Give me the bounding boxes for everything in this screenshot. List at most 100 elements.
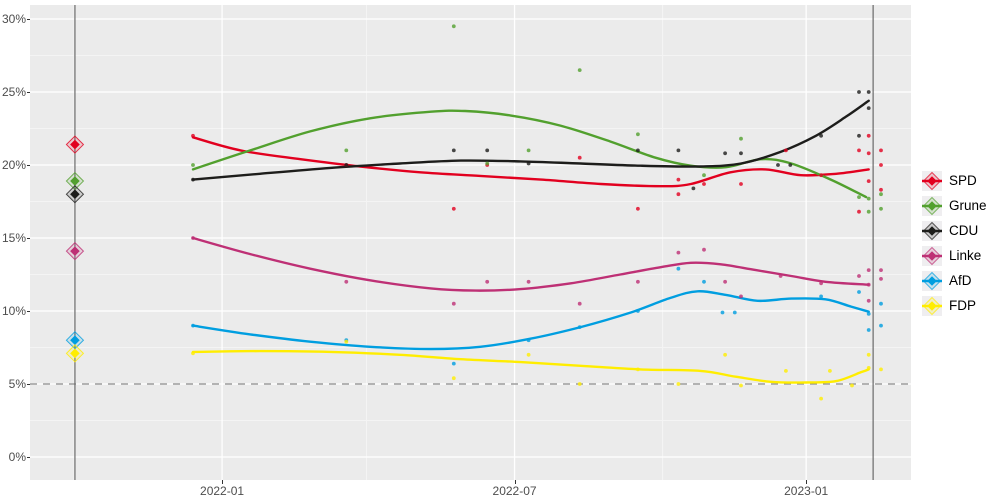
plot-panel	[30, 5, 911, 480]
poll-point-linke	[526, 279, 531, 284]
poll-point-afd	[879, 323, 883, 328]
trend-line-fdp	[191, 349, 870, 384]
legend-item-fdp: FDP	[922, 293, 987, 318]
trend-line-linke	[191, 236, 870, 292]
poll-point-spd	[866, 151, 871, 156]
poll-point-linke	[879, 277, 883, 281]
poll-point-afd	[732, 310, 737, 315]
y-tick-label: 5%	[8, 377, 26, 391]
poll-point-cdu	[857, 90, 861, 94]
legend-diamond-icon	[922, 221, 942, 240]
y-tick-mark	[27, 457, 30, 458]
poll-point-fdp	[723, 352, 727, 357]
election-marker-fdp	[70, 348, 80, 359]
poll-point-grune	[866, 196, 871, 201]
legend-key-grune	[922, 195, 942, 216]
poll-point-grune	[451, 24, 456, 29]
legend-key-afd	[922, 270, 942, 291]
poll-point-grune	[879, 206, 883, 211]
poll-point-afd	[577, 325, 582, 329]
x-tick-label: 2022-01	[200, 484, 245, 498]
poll-point-cdu	[788, 163, 793, 167]
x-tick-mark	[514, 480, 516, 484]
poll-point-grune	[857, 195, 861, 200]
poll-point-linke	[723, 279, 727, 284]
poll-point-fdp	[636, 367, 640, 372]
poll-point-fdp	[526, 352, 531, 357]
poll-point-cdu	[819, 133, 823, 138]
poll-point-spd	[879, 187, 883, 192]
trend-line-grune	[191, 109, 868, 199]
poll-point-linke	[866, 282, 871, 287]
poll-point-spd	[879, 148, 883, 153]
poll-point-cdu	[344, 163, 349, 167]
poll-point-afd	[451, 361, 456, 366]
trend-line-cdu	[191, 99, 870, 181]
poll-point-grune	[879, 192, 883, 197]
poll-point-grune	[191, 163, 195, 167]
poll-point-afd	[879, 301, 883, 306]
poll-point-linke	[739, 294, 743, 299]
poll-point-spd	[577, 155, 582, 160]
poll-point-grune	[485, 161, 490, 166]
poll-point-fdp	[784, 369, 788, 373]
poll-point-grune	[636, 132, 640, 137]
poll-point-afd	[819, 294, 823, 299]
poll-point-linke	[857, 274, 861, 278]
legend-item-spd: SPD	[922, 168, 987, 193]
poll-point-fdp	[191, 351, 195, 356]
poll-point-linke	[485, 279, 490, 284]
legend-item-cdu: CDU	[922, 218, 987, 243]
poll-point-grune	[577, 68, 582, 72]
poll-point-linke	[451, 301, 456, 306]
poll-point-spd	[784, 148, 788, 153]
poll-point-spd	[676, 177, 681, 182]
legend: SPD Grune CDU Linke AfD FDP	[922, 168, 987, 318]
poll-point-spd	[819, 173, 823, 178]
poll-point-cdu	[526, 161, 531, 166]
x-tick-label: 2023-01	[784, 484, 829, 498]
x-tick-mark	[806, 480, 808, 484]
legend-item-linke: Linke	[922, 243, 987, 268]
poll-point-cdu	[723, 151, 727, 156]
poll-point-linke	[676, 250, 681, 255]
poll-point-spd	[702, 182, 706, 186]
y-tick-label: 10%	[1, 304, 26, 318]
poll-point-afd	[526, 338, 531, 343]
poll-point-grune	[866, 209, 871, 214]
poll-point-grune	[344, 148, 349, 153]
election-marker-linke	[70, 246, 80, 256]
poll-point-afd	[866, 312, 871, 316]
poll-point-afd	[720, 310, 725, 315]
poll-point-spd	[866, 133, 871, 138]
legend-label-grune: Grune	[949, 198, 987, 213]
y-tick-mark	[27, 238, 30, 239]
poll-point-linke	[191, 236, 195, 240]
poll-point-grune	[526, 148, 531, 153]
poll-point-cdu	[857, 133, 861, 138]
poll-point-linke	[866, 298, 871, 303]
poll-point-linke	[866, 268, 871, 272]
poll-point-cdu	[191, 177, 195, 182]
poll-point-fdp	[739, 383, 743, 388]
poll-point-fdp	[577, 382, 582, 386]
legend-label-afd: AfD	[949, 273, 972, 288]
legend-diamond-icon	[922, 196, 942, 215]
y-tick-mark	[27, 165, 30, 166]
y-tick-mark	[27, 384, 30, 385]
y-tick-label: 15%	[1, 231, 26, 245]
poll-point-fdp	[344, 339, 349, 344]
poll-point-grune	[739, 136, 743, 141]
poll-point-linke	[879, 268, 883, 272]
legend-item-afd: AfD	[922, 268, 987, 293]
trend-line-spd	[191, 136, 870, 188]
x-tick-label: 2022-07	[492, 484, 537, 498]
poll-point-fdp	[879, 367, 883, 372]
y-tick-mark	[27, 311, 30, 312]
y-tick-mark	[27, 92, 30, 93]
poll-point-cdu	[776, 163, 780, 167]
legend-key-fdp	[922, 295, 942, 316]
legend-key-linke	[922, 245, 942, 266]
poll-point-cdu	[676, 148, 681, 153]
